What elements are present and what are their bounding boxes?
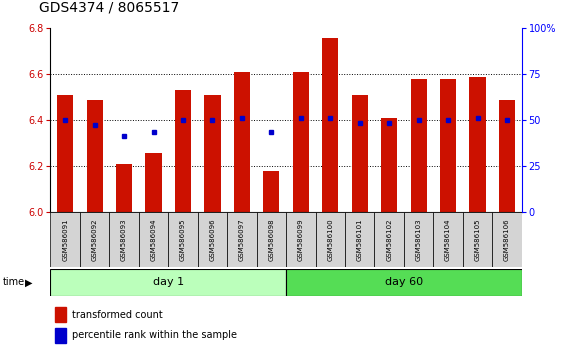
Bar [381,118,397,212]
Bar [55,328,66,343]
Bar [263,171,279,212]
FancyBboxPatch shape [80,212,109,267]
Text: GSM586106: GSM586106 [504,218,510,261]
Text: GSM586095: GSM586095 [180,218,186,261]
Bar [293,72,309,212]
Text: transformed count: transformed count [72,310,163,320]
FancyBboxPatch shape [50,269,286,296]
Text: day 60: day 60 [385,277,423,287]
Text: GSM586100: GSM586100 [327,218,333,261]
FancyBboxPatch shape [375,212,404,267]
Bar [145,153,162,212]
Bar [57,95,73,212]
FancyBboxPatch shape [493,212,522,267]
Bar [352,95,368,212]
Bar [55,307,66,322]
Text: GSM586091: GSM586091 [62,218,68,261]
Bar [470,77,486,212]
Text: GSM586103: GSM586103 [416,218,422,261]
FancyBboxPatch shape [109,212,139,267]
Text: ▶: ▶ [25,277,32,287]
Text: day 1: day 1 [153,277,184,287]
FancyBboxPatch shape [197,212,227,267]
Text: GSM586092: GSM586092 [91,218,98,261]
FancyBboxPatch shape [433,212,463,267]
Bar [204,95,220,212]
FancyBboxPatch shape [286,269,522,296]
Text: GSM586101: GSM586101 [357,218,363,261]
FancyBboxPatch shape [315,212,345,267]
FancyBboxPatch shape [227,212,257,267]
Text: GDS4374 / 8065517: GDS4374 / 8065517 [39,0,180,14]
Text: GSM586104: GSM586104 [445,218,451,261]
Bar [440,79,456,212]
Bar [499,100,515,212]
FancyBboxPatch shape [257,212,286,267]
FancyBboxPatch shape [404,212,433,267]
FancyBboxPatch shape [50,212,80,267]
Text: GSM586102: GSM586102 [386,218,392,261]
FancyBboxPatch shape [345,212,375,267]
Bar [175,91,191,212]
Text: GSM586097: GSM586097 [239,218,245,261]
Bar [322,38,338,212]
Bar [234,72,250,212]
Text: GSM586098: GSM586098 [268,218,274,261]
Text: GSM586099: GSM586099 [298,218,304,261]
Text: GSM586105: GSM586105 [475,218,481,261]
Text: time: time [3,277,25,287]
FancyBboxPatch shape [463,212,493,267]
Bar [116,164,132,212]
FancyBboxPatch shape [168,212,197,267]
FancyBboxPatch shape [139,212,168,267]
FancyBboxPatch shape [286,212,315,267]
Bar [411,79,427,212]
Bar [86,100,103,212]
Text: GSM586094: GSM586094 [150,218,157,261]
Text: percentile rank within the sample: percentile rank within the sample [72,330,237,341]
Text: GSM586096: GSM586096 [209,218,215,261]
Text: GSM586093: GSM586093 [121,218,127,261]
